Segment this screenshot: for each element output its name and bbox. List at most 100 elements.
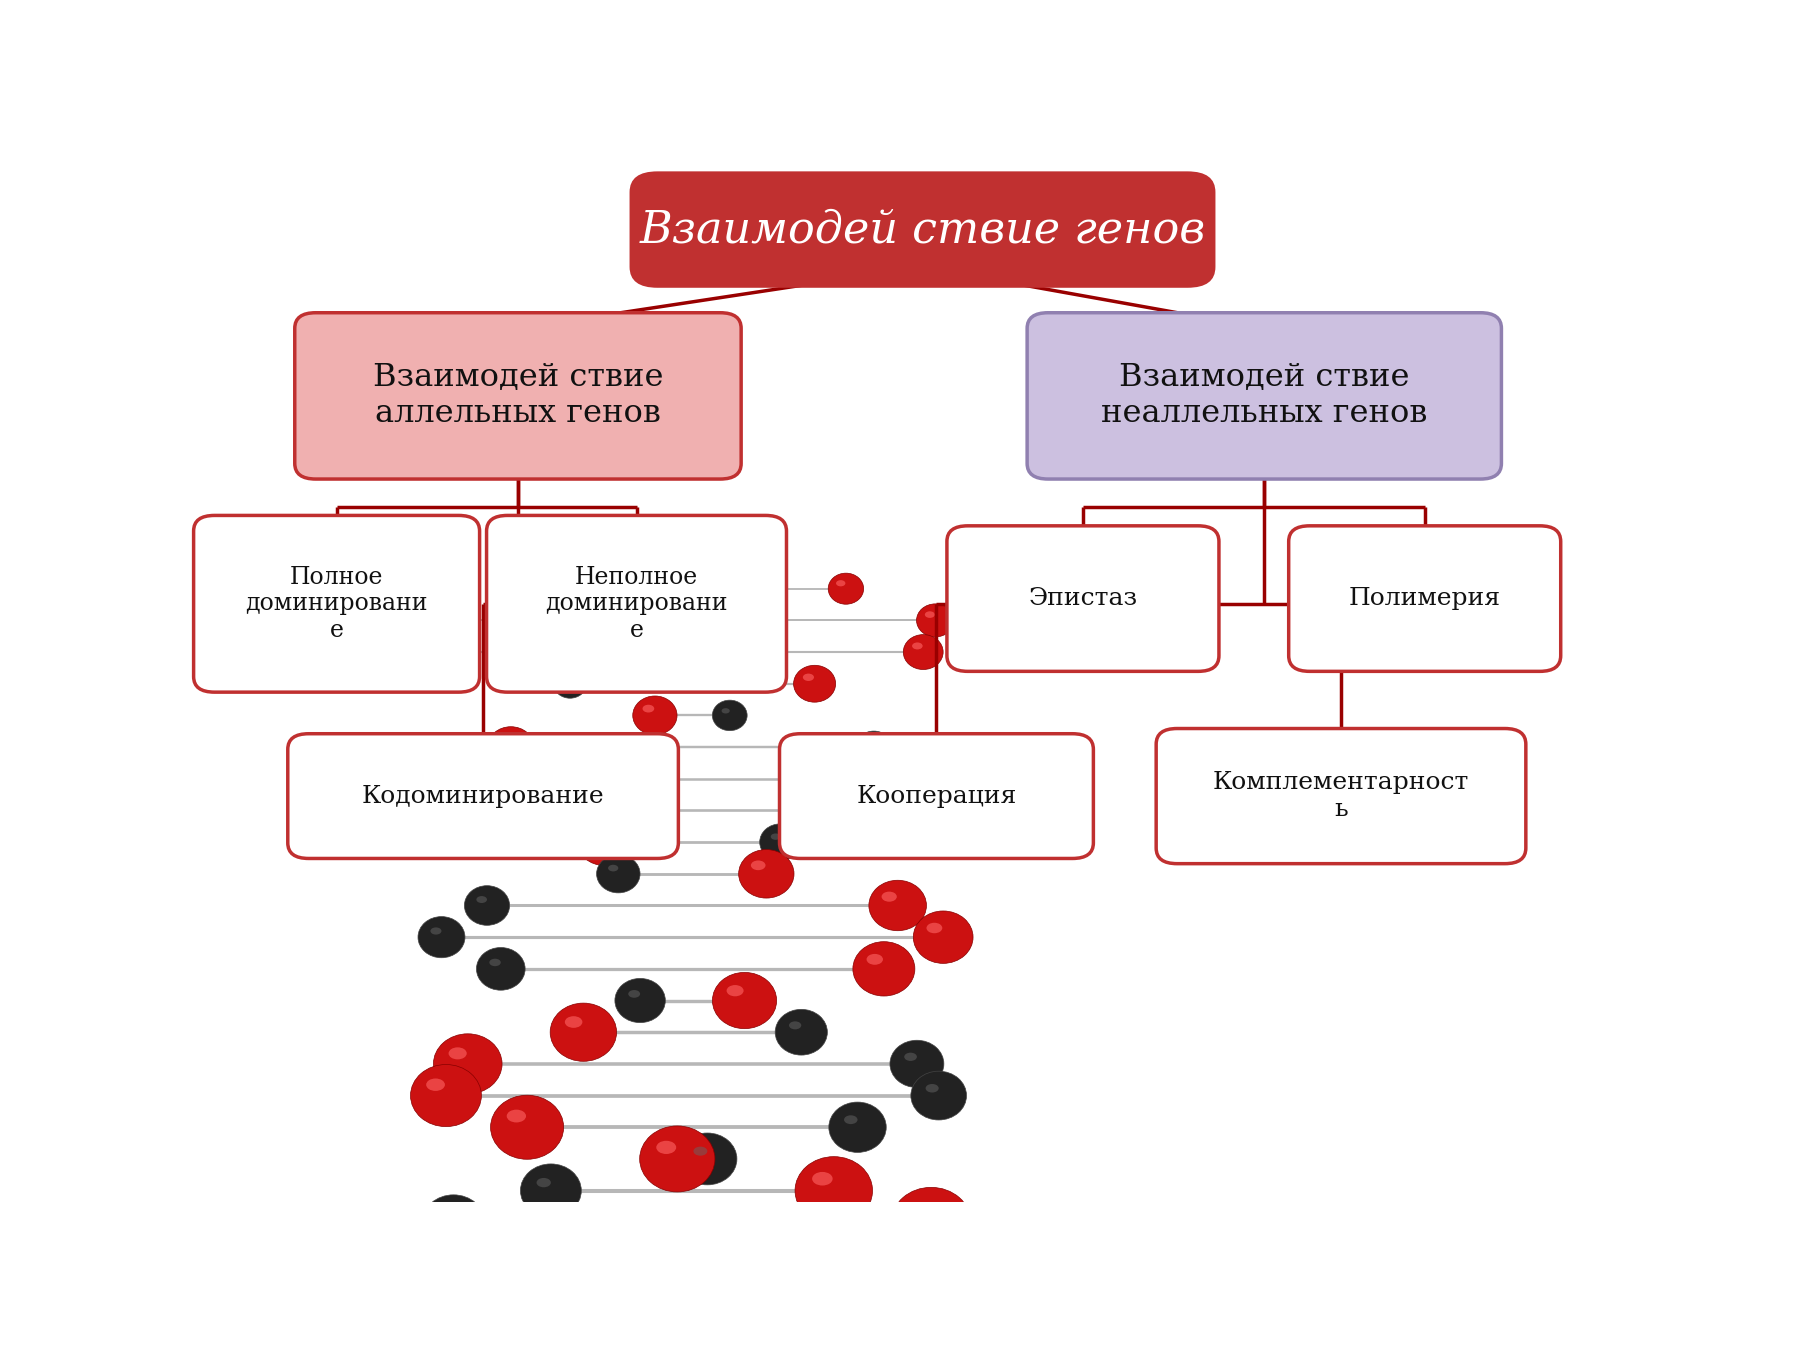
Ellipse shape — [869, 880, 927, 930]
Ellipse shape — [643, 705, 653, 713]
Ellipse shape — [657, 1141, 677, 1154]
Ellipse shape — [738, 849, 794, 898]
Ellipse shape — [812, 1172, 833, 1185]
Ellipse shape — [835, 580, 846, 586]
Ellipse shape — [904, 1053, 916, 1061]
Ellipse shape — [454, 788, 504, 833]
Ellipse shape — [616, 979, 666, 1023]
Ellipse shape — [448, 1048, 466, 1060]
FancyBboxPatch shape — [288, 734, 679, 859]
Ellipse shape — [562, 676, 571, 682]
Ellipse shape — [866, 740, 873, 745]
FancyBboxPatch shape — [1156, 729, 1526, 864]
Ellipse shape — [679, 545, 706, 568]
Ellipse shape — [628, 990, 641, 998]
Ellipse shape — [828, 574, 864, 605]
Ellipse shape — [418, 757, 466, 801]
Ellipse shape — [596, 855, 641, 892]
Ellipse shape — [770, 833, 781, 840]
Ellipse shape — [533, 583, 538, 587]
Ellipse shape — [526, 576, 553, 601]
FancyBboxPatch shape — [630, 171, 1215, 288]
Ellipse shape — [682, 549, 691, 555]
Ellipse shape — [536, 1179, 551, 1187]
Ellipse shape — [520, 1164, 581, 1218]
Ellipse shape — [443, 614, 450, 618]
Text: Взаимодей ствие
аллельных генов: Взаимодей ствие аллельных генов — [373, 363, 662, 429]
Text: Взаимодей ствие генов: Взаимодей ствие генов — [639, 208, 1206, 251]
Ellipse shape — [796, 1157, 873, 1224]
FancyBboxPatch shape — [1028, 313, 1501, 479]
Ellipse shape — [446, 639, 477, 666]
FancyBboxPatch shape — [947, 526, 1219, 671]
Ellipse shape — [889, 1041, 943, 1088]
Ellipse shape — [923, 761, 961, 795]
Ellipse shape — [904, 634, 943, 670]
Ellipse shape — [891, 1188, 970, 1257]
Ellipse shape — [639, 1126, 715, 1192]
Ellipse shape — [477, 948, 526, 990]
Ellipse shape — [464, 798, 479, 807]
Ellipse shape — [565, 1017, 583, 1027]
Ellipse shape — [693, 1146, 707, 1156]
Ellipse shape — [428, 767, 441, 775]
Ellipse shape — [439, 1210, 454, 1219]
Text: Неполное
доминировани
е: Неполное доминировани е — [545, 566, 727, 641]
Ellipse shape — [722, 709, 729, 714]
Ellipse shape — [418, 917, 464, 957]
Ellipse shape — [477, 896, 488, 903]
Ellipse shape — [454, 645, 461, 651]
Ellipse shape — [909, 1203, 931, 1218]
Ellipse shape — [828, 1102, 886, 1153]
Ellipse shape — [896, 802, 905, 809]
Ellipse shape — [932, 771, 941, 776]
Ellipse shape — [490, 958, 500, 967]
Ellipse shape — [925, 1084, 938, 1092]
Ellipse shape — [776, 1010, 828, 1056]
Ellipse shape — [423, 1195, 484, 1250]
FancyBboxPatch shape — [1289, 526, 1561, 671]
Ellipse shape — [430, 927, 441, 934]
Ellipse shape — [634, 697, 677, 734]
Text: Кооперация: Кооперация — [857, 784, 1017, 807]
Ellipse shape — [927, 923, 941, 933]
Ellipse shape — [760, 824, 801, 860]
Ellipse shape — [788, 1022, 801, 1029]
FancyBboxPatch shape — [486, 516, 787, 693]
Ellipse shape — [410, 1065, 481, 1127]
Text: Полное
доминировани
е: Полное доминировани е — [245, 566, 428, 641]
Ellipse shape — [713, 972, 776, 1029]
Text: Полимерия: Полимерия — [1348, 587, 1501, 610]
Text: Комплементарност
ь: Комплементарност ь — [1213, 771, 1469, 821]
Ellipse shape — [794, 666, 835, 702]
Ellipse shape — [727, 986, 743, 996]
Ellipse shape — [916, 603, 954, 637]
Ellipse shape — [886, 792, 925, 828]
FancyBboxPatch shape — [295, 313, 742, 479]
Ellipse shape — [551, 1003, 617, 1061]
Ellipse shape — [554, 670, 587, 698]
Text: Кодоминирование: Кодоминирование — [362, 784, 605, 807]
Ellipse shape — [686, 552, 693, 556]
Ellipse shape — [866, 954, 884, 965]
Ellipse shape — [608, 865, 619, 872]
Ellipse shape — [491, 1095, 563, 1160]
Ellipse shape — [913, 911, 974, 964]
Text: Взаимодей ствие
неаллельных генов: Взаимодей ствие неаллельных генов — [1102, 363, 1427, 429]
Ellipse shape — [855, 732, 893, 763]
FancyBboxPatch shape — [779, 734, 1093, 859]
Ellipse shape — [675, 543, 709, 571]
Ellipse shape — [578, 819, 630, 865]
Ellipse shape — [751, 860, 765, 871]
Ellipse shape — [911, 1071, 967, 1120]
Ellipse shape — [844, 1115, 857, 1125]
Ellipse shape — [427, 1079, 445, 1091]
Ellipse shape — [853, 942, 914, 996]
Ellipse shape — [803, 674, 814, 680]
Ellipse shape — [913, 643, 923, 649]
Ellipse shape — [713, 701, 747, 730]
Ellipse shape — [508, 1110, 526, 1122]
FancyBboxPatch shape — [194, 516, 479, 693]
Ellipse shape — [679, 1133, 736, 1185]
Ellipse shape — [464, 886, 509, 925]
